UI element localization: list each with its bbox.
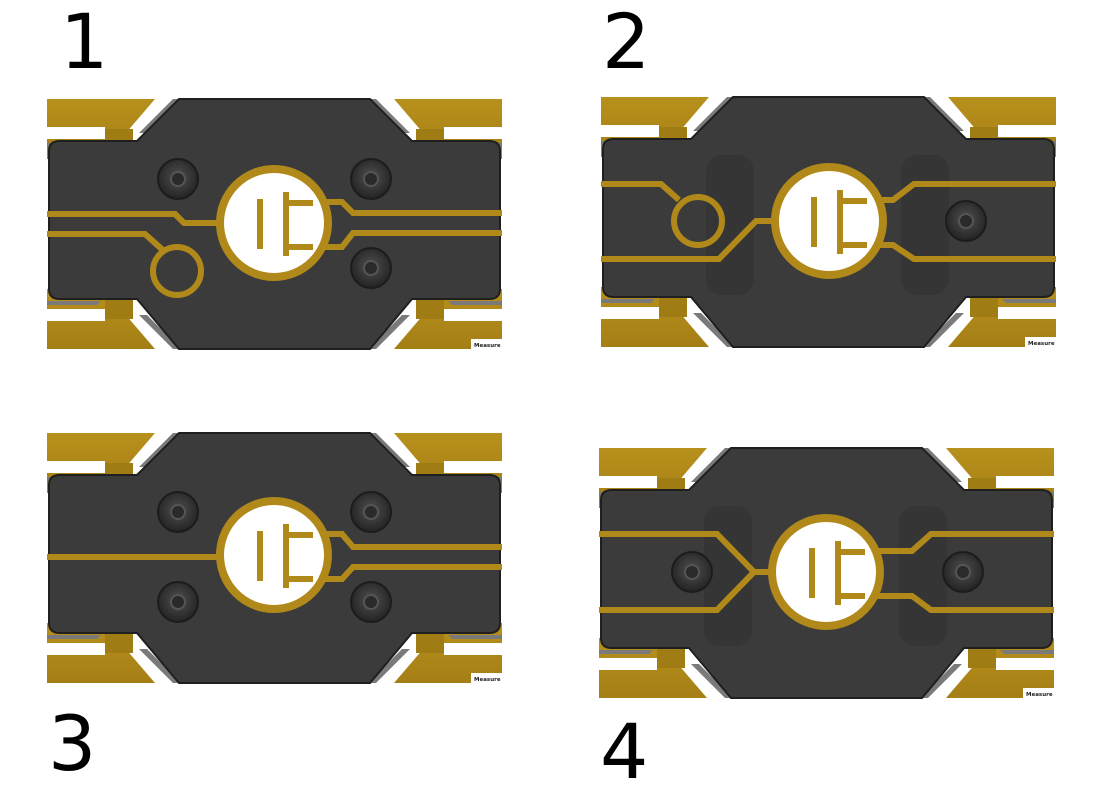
screw-hole [945, 200, 987, 242]
mosfet-symbol [216, 497, 332, 613]
test-point-ring [671, 194, 725, 248]
screw-hole [350, 247, 392, 289]
mosfet-symbol [771, 163, 887, 279]
measure-badge: Measure [474, 343, 501, 349]
panel-number-2: 2 [602, 0, 651, 86]
mosfet-symbol [216, 165, 332, 281]
screw-hole [671, 551, 713, 593]
screw-hole [942, 551, 984, 593]
screw-hole [350, 158, 392, 200]
screw-hole [350, 491, 392, 533]
measure-badge: Measure [474, 677, 501, 683]
test-point-ring [150, 244, 204, 298]
input-trace [601, 181, 681, 203]
input-trace [47, 231, 168, 255]
panel-3-module: Measure [46, 432, 503, 684]
mosfet-symbol [768, 514, 884, 630]
panel-number-1: 1 [60, 0, 109, 86]
panel-number-3: 3 [48, 699, 97, 788]
panel-2-module: Measure [600, 96, 1057, 348]
panel-number-4: 4 [600, 707, 649, 796]
measure-badge: Measure [1026, 692, 1053, 698]
input-trace-lower [599, 569, 757, 613]
screw-hole [157, 581, 199, 623]
screw-hole [157, 158, 199, 200]
screw-hole [350, 581, 392, 623]
panel-4-module: Measure [598, 447, 1055, 699]
panel-1-module: Measure [46, 98, 503, 350]
measure-badge: Measure [1028, 341, 1055, 347]
screw-hole [157, 491, 199, 533]
